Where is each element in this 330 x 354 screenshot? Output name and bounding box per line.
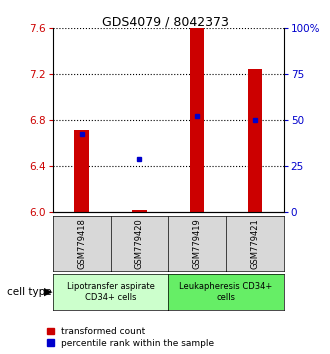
Text: GSM779418: GSM779418	[77, 218, 86, 269]
Text: GSM779419: GSM779419	[193, 218, 202, 269]
Text: Lipotransfer aspirate
CD34+ cells: Lipotransfer aspirate CD34+ cells	[67, 282, 154, 302]
Text: GDS4079 / 8042373: GDS4079 / 8042373	[102, 16, 228, 29]
Bar	[248, 69, 262, 212]
Text: GSM779420: GSM779420	[135, 218, 144, 269]
Bar	[75, 130, 89, 212]
Bar	[190, 28, 204, 212]
Text: Leukapheresis CD34+
cells: Leukapheresis CD34+ cells	[180, 282, 273, 302]
Text: cell type: cell type	[7, 287, 51, 297]
Text: ▶: ▶	[44, 287, 52, 297]
Legend: transformed count, percentile rank within the sample: transformed count, percentile rank withi…	[48, 327, 214, 348]
Bar	[132, 210, 147, 212]
Text: GSM779421: GSM779421	[250, 218, 259, 269]
